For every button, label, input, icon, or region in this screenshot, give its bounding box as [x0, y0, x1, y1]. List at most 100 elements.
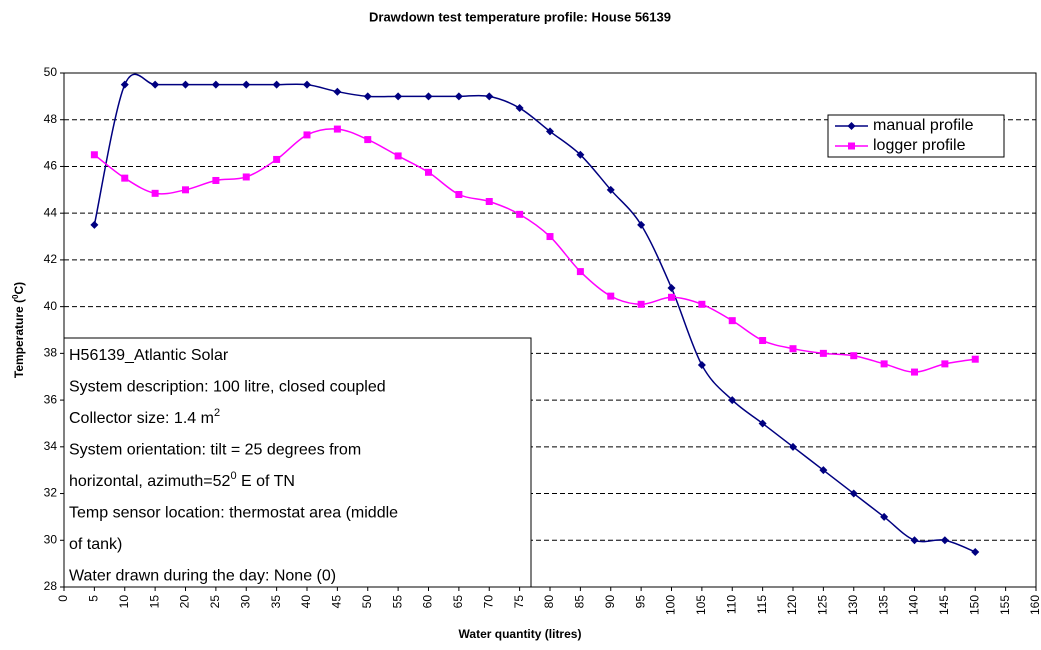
x-tick-label: 155	[998, 595, 1012, 615]
x-tick-label: 85	[573, 595, 587, 609]
annotation-part: System orientation: tilt = 25 degrees fr…	[69, 442, 361, 459]
marker	[485, 92, 494, 101]
y-axis-label-part: 0	[11, 294, 20, 299]
marker	[668, 293, 675, 301]
marker	[637, 300, 645, 308]
marker	[363, 92, 372, 101]
annotation-line: H56139_Atlantic Solar	[69, 347, 229, 364]
annotation-part: of tank)	[69, 536, 122, 553]
annotation-part: Collector size: 1.4 m	[69, 410, 214, 427]
annotation-part: System description: 100 litre, closed co…	[69, 379, 386, 396]
x-tick-label: 125	[816, 595, 830, 615]
x-tick-label: 65	[451, 595, 465, 609]
marker	[424, 92, 433, 101]
marker	[850, 352, 858, 360]
y-tick-label: 34	[44, 439, 58, 453]
x-tick-label: 140	[907, 595, 921, 615]
marker	[728, 317, 736, 325]
marker	[242, 80, 251, 89]
marker	[698, 300, 706, 308]
marker	[728, 396, 737, 405]
marker	[971, 355, 979, 363]
y-tick-label: 36	[44, 392, 58, 406]
marker	[606, 185, 615, 194]
annotation-line: System description: 100 litre, closed co…	[69, 379, 386, 396]
y-tick-label: 30	[44, 532, 58, 546]
marker	[242, 173, 250, 181]
y-tick-label: 50	[44, 65, 58, 79]
x-tick-label: 5	[87, 595, 101, 602]
x-tick-label: 35	[269, 595, 283, 609]
annotation-line: horizontal, azimuth=520 E of TN	[69, 470, 295, 490]
marker	[880, 512, 889, 521]
marker	[971, 547, 980, 556]
marker	[333, 125, 341, 133]
marker	[303, 80, 311, 89]
marker	[455, 190, 463, 198]
legend-box	[827, 114, 1005, 158]
y-tick-label: 44	[44, 205, 58, 219]
annotation-line: System orientation: tilt = 25 degrees fr…	[69, 442, 361, 459]
annotation-line: Temp sensor location: thermostat area (m…	[69, 505, 398, 522]
marker	[181, 80, 190, 89]
marker	[182, 186, 189, 194]
marker	[758, 419, 767, 428]
x-tick-label: 115	[755, 595, 769, 614]
marker	[546, 127, 554, 136]
marker	[576, 268, 584, 276]
marker	[819, 349, 827, 357]
y-tick-label: 40	[44, 299, 58, 313]
x-tick-label: 0	[56, 595, 70, 602]
x-tick-label: 30	[238, 595, 252, 609]
chart-title: Drawdown test temperature profile: House…	[369, 9, 671, 24]
marker	[394, 152, 402, 160]
x-tick-label: 100	[664, 595, 678, 615]
y-tick-label: 46	[44, 159, 58, 173]
x-tick-label: 20	[178, 595, 192, 609]
x-tick-label: 110	[724, 595, 738, 614]
marker	[394, 92, 403, 101]
x-tick-label: 15	[147, 595, 161, 609]
y-tick-label: 28	[44, 579, 58, 593]
marker	[212, 176, 220, 184]
x-tick-label: 75	[512, 595, 526, 609]
y-tick-label: 38	[44, 346, 58, 360]
annotation-line: of tank)	[69, 536, 122, 553]
marker	[848, 142, 855, 150]
marker	[940, 536, 949, 545]
marker	[272, 80, 281, 89]
y-axis-label: Temperature (0C)	[11, 282, 27, 378]
y-axis-label-part: Temperature (	[12, 299, 26, 378]
marker	[789, 442, 797, 451]
x-tick-label: 130	[846, 595, 860, 615]
marker	[880, 360, 888, 368]
marker	[819, 466, 828, 475]
marker	[515, 104, 524, 113]
marker	[759, 337, 767, 345]
x-tick-label: 40	[299, 595, 313, 609]
x-tick-label: 145	[937, 595, 951, 615]
y-tick-label: 42	[44, 252, 58, 266]
annotation-part: 2	[214, 407, 220, 419]
series-line	[93, 128, 976, 373]
marker	[847, 122, 856, 130]
marker	[333, 87, 342, 96]
marker	[425, 168, 432, 176]
marker	[151, 189, 159, 197]
annotation-part: horizontal, azimuth=52	[69, 473, 231, 490]
marker	[849, 489, 858, 498]
marker	[941, 360, 949, 368]
x-tick-label: 105	[694, 595, 708, 615]
marker	[303, 131, 311, 139]
marker	[910, 536, 919, 545]
marker	[667, 283, 676, 292]
x-tick-label: 120	[785, 595, 799, 615]
annotation-line: Collector size: 1.4 m2	[69, 407, 220, 427]
x-tick-label: 50	[360, 595, 374, 609]
marker	[90, 151, 98, 159]
marker	[90, 220, 99, 229]
x-tick-label: 135	[876, 595, 890, 615]
marker	[911, 368, 918, 376]
marker	[789, 345, 797, 353]
